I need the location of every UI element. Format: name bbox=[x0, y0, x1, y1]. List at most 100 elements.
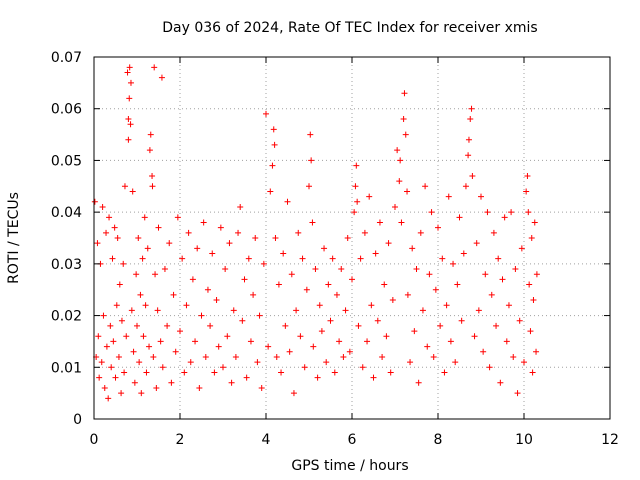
data-point bbox=[128, 307, 135, 314]
y-tick-label: 0.04 bbox=[51, 205, 82, 221]
x-tick-label: 0 bbox=[90, 432, 99, 448]
data-point bbox=[204, 286, 211, 293]
data-point bbox=[100, 312, 107, 319]
data-point bbox=[415, 379, 422, 386]
data-point bbox=[482, 271, 489, 278]
data-point bbox=[123, 333, 130, 340]
x-tick-label: 2 bbox=[176, 432, 185, 448]
data-point bbox=[529, 369, 536, 376]
data-point bbox=[526, 281, 533, 288]
data-point bbox=[109, 255, 116, 262]
data-point bbox=[153, 384, 160, 391]
data-point bbox=[192, 338, 199, 345]
data-point bbox=[467, 116, 474, 123]
data-point bbox=[217, 224, 224, 231]
data-point bbox=[143, 369, 150, 376]
data-point bbox=[361, 229, 368, 236]
data-point bbox=[355, 322, 362, 329]
data-point bbox=[183, 302, 190, 309]
data-point bbox=[318, 328, 325, 335]
data-point bbox=[396, 178, 403, 185]
data-point bbox=[228, 379, 235, 386]
data-point bbox=[226, 240, 233, 247]
data-point bbox=[139, 255, 146, 262]
data-point bbox=[404, 291, 411, 298]
data-point bbox=[126, 95, 133, 102]
data-point bbox=[91, 198, 98, 205]
data-point bbox=[103, 343, 110, 350]
data-point bbox=[103, 229, 110, 236]
y-axis-label: ROTI / TECUs bbox=[6, 192, 22, 284]
data-point bbox=[478, 193, 484, 200]
data-point bbox=[222, 266, 229, 273]
x-tick-label: 8 bbox=[434, 432, 443, 448]
data-point bbox=[407, 359, 414, 366]
data-point bbox=[353, 162, 360, 169]
data-point bbox=[154, 307, 161, 314]
data-point bbox=[527, 328, 534, 335]
data-point bbox=[327, 317, 334, 324]
data-point bbox=[272, 235, 279, 241]
data-point bbox=[263, 110, 269, 117]
data-point bbox=[282, 322, 289, 329]
data-point bbox=[480, 348, 487, 355]
data-point bbox=[366, 193, 373, 200]
data-point bbox=[301, 364, 308, 371]
axis-ticks bbox=[93, 56, 611, 420]
data-point bbox=[110, 338, 117, 345]
data-point bbox=[149, 183, 156, 190]
data-point bbox=[288, 271, 295, 278]
data-point bbox=[303, 286, 310, 293]
data-point bbox=[364, 338, 371, 345]
data-point bbox=[430, 353, 437, 360]
data-point bbox=[374, 317, 381, 324]
data-point bbox=[130, 348, 137, 355]
data-point bbox=[488, 291, 495, 298]
data-point bbox=[247, 338, 254, 345]
data-point bbox=[340, 353, 347, 360]
data-point bbox=[254, 359, 261, 366]
data-point bbox=[237, 203, 244, 210]
data-point bbox=[533, 348, 540, 355]
x-tick-label: 12 bbox=[601, 432, 619, 448]
data-point bbox=[137, 291, 144, 298]
data-point bbox=[135, 235, 142, 241]
data-point bbox=[150, 353, 157, 360]
data-point bbox=[432, 286, 439, 293]
data-point bbox=[215, 343, 222, 350]
data-point bbox=[179, 255, 186, 262]
data-point bbox=[224, 333, 231, 340]
data-point bbox=[411, 328, 418, 335]
data-point bbox=[94, 240, 101, 247]
data-point bbox=[354, 198, 361, 205]
data-point bbox=[370, 374, 377, 381]
data-point bbox=[389, 297, 396, 304]
data-point bbox=[516, 317, 523, 324]
data-point bbox=[510, 353, 517, 360]
data-point bbox=[443, 302, 450, 309]
data-point bbox=[401, 90, 408, 97]
data-point bbox=[164, 322, 171, 329]
data-point bbox=[127, 79, 134, 86]
data-point bbox=[111, 224, 118, 231]
data-point bbox=[290, 390, 297, 397]
data-point bbox=[379, 353, 386, 360]
data-point bbox=[202, 353, 209, 360]
data-point bbox=[194, 245, 201, 252]
data-point bbox=[267, 188, 274, 195]
data-point bbox=[273, 353, 280, 360]
data-point bbox=[351, 209, 358, 216]
x-tick-label: 10 bbox=[515, 432, 533, 448]
data-point bbox=[126, 64, 133, 71]
data-point bbox=[250, 291, 257, 298]
data-point bbox=[310, 343, 317, 350]
data-point bbox=[424, 343, 431, 350]
y-tick-label: 0.03 bbox=[51, 257, 82, 273]
data-point bbox=[295, 229, 302, 236]
data-point bbox=[152, 271, 159, 278]
y-tick-label: 0.05 bbox=[51, 153, 82, 169]
data-point bbox=[106, 214, 113, 221]
data-point bbox=[349, 276, 355, 283]
data-point bbox=[98, 359, 105, 366]
data-point bbox=[269, 162, 276, 169]
